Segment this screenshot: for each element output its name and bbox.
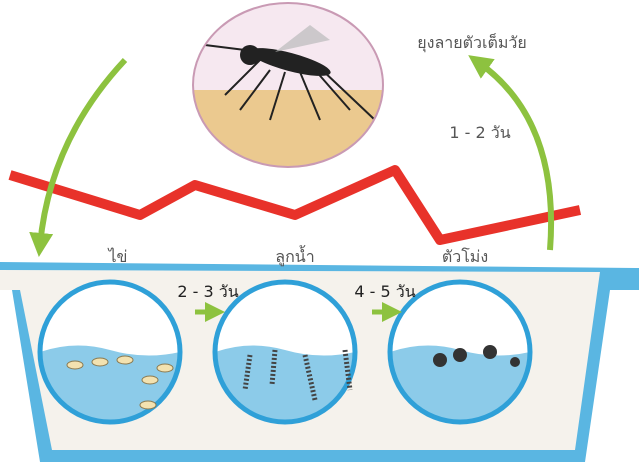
adult-days: 1 - 2 วัน [449,123,510,142]
red-line [10,170,580,240]
adult-mosquito-illustration [190,0,390,170]
larva-label: ลูกน้ำ [275,245,314,267]
egg-days: 2 - 3 วัน [177,282,238,301]
larva-days: 4 - 5 วัน [354,282,415,301]
adult-label: ยุงลายตัวเต็มวัย [417,32,527,53]
arrow-left [40,60,125,245]
egg-label: ไข่ [107,247,128,266]
pupa-label: ตัวโม่ง [442,247,488,266]
life-cycle-diagram: ยุงลายตัวเต็มวัย 1 - 2 วัน ไข่ ลูกน้ำ ตั… [0,0,639,474]
stage-circles [40,282,530,422]
